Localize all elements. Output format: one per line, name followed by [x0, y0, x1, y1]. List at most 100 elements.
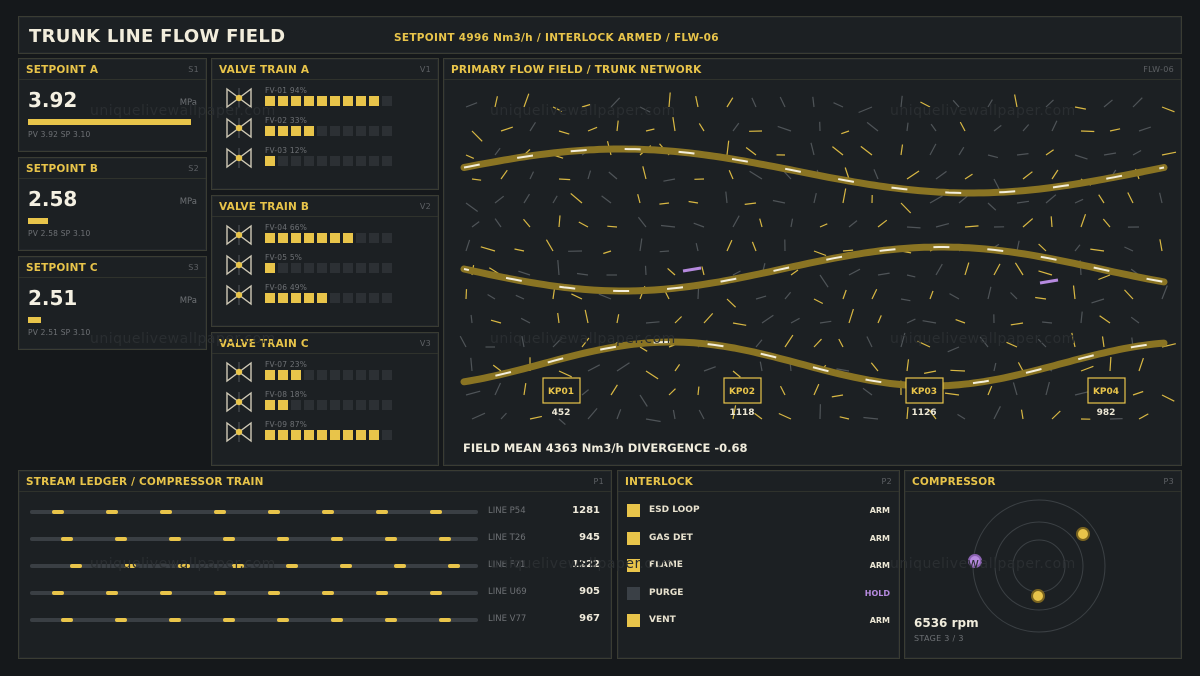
flow-field-panel[interactable]: KP01 452 KP02 1118 KP03 1126 KP04 982 PRIMARY F…: [443, 58, 1182, 466]
valve-segment: [265, 126, 275, 136]
valve-row[interactable]: FV-04 66%: [225, 223, 435, 249]
compressor-stage: STAGE 3 / 3: [914, 634, 964, 643]
ledger-tag: P1: [593, 477, 604, 486]
valve-row[interactable]: FV-03 12%: [225, 146, 435, 172]
flow-vector: [663, 178, 676, 182]
ledger-row[interactable]: LINE V77 967: [30, 613, 605, 627]
flow-vector: [1045, 99, 1054, 108]
flow-vector: [693, 222, 705, 228]
ledger-flow-mark: [214, 510, 226, 514]
valve-train-c[interactable]: VALVE TRAIN C V3 FV-07 23% FV-08 18% FV-09…: [211, 332, 439, 466]
flow-field-canvas[interactable]: KP01 452 KP02 1118 KP03 1126 KP04 982: [444, 59, 1181, 465]
valve-row[interactable]: FV-01 94%: [225, 86, 435, 112]
flow-vector: [744, 202, 757, 205]
ledger-row[interactable]: LINE F71 1222: [30, 559, 605, 573]
ledger-row[interactable]: LINE P54 1281: [30, 505, 605, 519]
interlock-row[interactable]: ESD LOOP ARM: [627, 503, 892, 519]
valve-row[interactable]: FV-07 23%: [225, 360, 435, 386]
flow-vector: [754, 412, 763, 420]
ledger-line-value: 1222: [572, 559, 600, 570]
flow-vector: [552, 195, 558, 204]
valve-train-b[interactable]: VALVE TRAIN B V2 FV-04 66% FV-05 5% FV-06 …: [211, 195, 439, 327]
valve-segment: [343, 293, 353, 303]
interlock-row[interactable]: VENT ARM: [627, 613, 892, 629]
flow-vector: [698, 409, 705, 420]
valve-segment: [304, 370, 314, 380]
valve-train-title: VALVE TRAIN C: [219, 338, 309, 350]
valve-segment: [356, 233, 366, 243]
ledger-flow-mark: [430, 510, 442, 514]
setpoint-card-a[interactable]: SETPOINT A S1 3.92 MPa PV 3.92 SP 3.10: [18, 58, 207, 152]
valve-segment: [356, 126, 366, 136]
valve-row[interactable]: FV-05 5%: [225, 253, 435, 279]
setpoint-unit: MPa: [179, 296, 197, 306]
flow-vector: [751, 97, 757, 108]
flow-vector: [500, 412, 507, 420]
ledger-row[interactable]: LINE T26 945: [30, 532, 605, 546]
kp-box[interactable]: [723, 377, 762, 404]
valve-row[interactable]: FV-09 87%: [225, 420, 435, 446]
flow-vector: [558, 178, 571, 181]
flow-vector: [471, 221, 480, 228]
flow-vector: [732, 215, 740, 228]
flow-vector: [819, 223, 828, 228]
stream-ledger-panel[interactable]: STREAM LEDGER / COMPRESSOR TRAIN P1 LINE…: [18, 470, 612, 659]
kp-box[interactable]: [1087, 377, 1126, 404]
flow-vector: [906, 170, 920, 180]
interlock-row[interactable]: GAS DET ARM: [627, 531, 892, 547]
valve-segment: [330, 400, 340, 410]
flow-vector: [1045, 194, 1057, 204]
ledger-flow-mark: [394, 564, 406, 568]
ledger-line-value: 945: [579, 532, 600, 543]
valve-segment: [330, 430, 340, 440]
trunk-pipeline[interactable]: [460, 243, 1168, 295]
setpoint-card-c[interactable]: SETPOINT C S3 2.51 MPa PV 2.51 SP 3.10: [18, 256, 207, 350]
flow-vector: [695, 242, 699, 252]
valve-row[interactable]: FV-06 49%: [225, 283, 435, 309]
flow-vector: [1020, 409, 1024, 420]
ledger-row[interactable]: LINE U69 905: [30, 586, 605, 600]
interlock-name: FLAME: [649, 560, 683, 570]
flow-vector: [759, 218, 763, 228]
flow-vector: [877, 315, 882, 324]
flow-vector: [639, 238, 643, 252]
flow-vector: [958, 146, 965, 156]
ledger-flow-mark: [232, 564, 244, 568]
ledger-flow-mark: [439, 537, 451, 541]
setpoint-card-b[interactable]: SETPOINT B S2 2.58 MPa PV 2.58 SP 3.10: [18, 157, 207, 251]
compressor-panel[interactable]: COMPRESSOR P3 6536 rpm STAGE 3 / 3: [904, 470, 1182, 659]
kp-box[interactable]: [542, 377, 581, 404]
flow-vector: [1014, 94, 1018, 108]
interlock-panel[interactable]: INTERLOCK P2 ESD LOOP ARM GAS DET ARM FLAME A…: [617, 470, 900, 659]
flow-vector: [1109, 356, 1112, 372]
flow-vector: [813, 192, 817, 204]
valve-train-a[interactable]: VALVE TRAIN A V1 FV-01 94% FV-02 33% FV-03…: [211, 58, 439, 190]
flow-vector: [616, 409, 622, 420]
valve-segment: [304, 263, 314, 273]
flow-vector: [514, 248, 525, 252]
vector-field: [459, 92, 1177, 426]
interlock-state: HOLD: [864, 588, 890, 598]
flow-vector: [660, 224, 676, 228]
flow-vector: [1138, 413, 1149, 420]
flow-vector: [545, 239, 554, 252]
flow-vector: [790, 218, 794, 228]
interlock-row[interactable]: PURGE HOLD: [627, 586, 892, 602]
ledger-flow-mark: [169, 537, 181, 541]
kp-box[interactable]: [905, 377, 944, 404]
valve-segment: [369, 233, 379, 243]
flow-vector: [751, 241, 757, 252]
setpoint-tag: S1: [188, 65, 199, 74]
flow-vector: [732, 322, 747, 326]
valve-row[interactable]: FV-02 33%: [225, 116, 435, 142]
flow-vector: [842, 289, 847, 300]
pipeline-pig-marker: [682, 266, 702, 273]
kp-label: KP02: [729, 387, 755, 397]
interlock-row[interactable]: FLAME ARM: [627, 558, 892, 574]
flow-vector: [523, 93, 530, 108]
flow-vector: [906, 274, 916, 278]
flow-vector: [959, 121, 966, 132]
rotor-node-gold-2: [1031, 589, 1045, 603]
setpoint-tag: S2: [188, 164, 199, 173]
valve-row[interactable]: FV-08 18%: [225, 390, 435, 416]
